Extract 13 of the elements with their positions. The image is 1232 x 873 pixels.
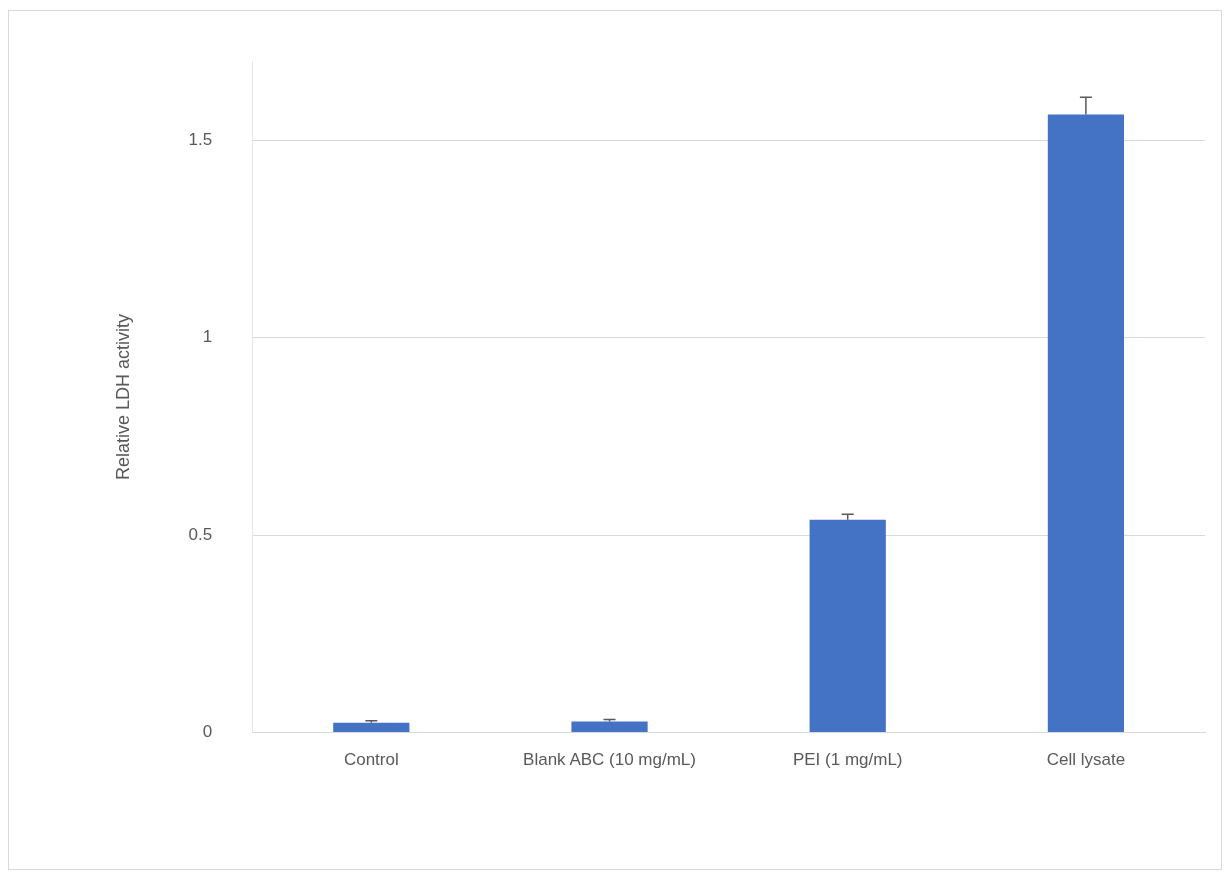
x-tick-label: Control	[343, 750, 399, 770]
y-tick-label: 0.5	[188, 524, 213, 544]
y-tick-label: 0	[202, 722, 213, 742]
y-tick-label: 1	[202, 327, 213, 347]
bar	[571, 721, 648, 733]
x-tick-label: Cell lysate	[1046, 750, 1126, 770]
bar	[1047, 114, 1125, 733]
x-tick-label: Blank ABC (10 mg/mL)	[523, 750, 696, 770]
bar	[809, 519, 886, 733]
bar	[333, 722, 410, 733]
x-tick-label: PEI (1 mg/mL)	[792, 750, 903, 770]
y-tick-label: 1.5	[188, 129, 213, 149]
y-axis-title: Relative LDH activity	[112, 313, 133, 480]
